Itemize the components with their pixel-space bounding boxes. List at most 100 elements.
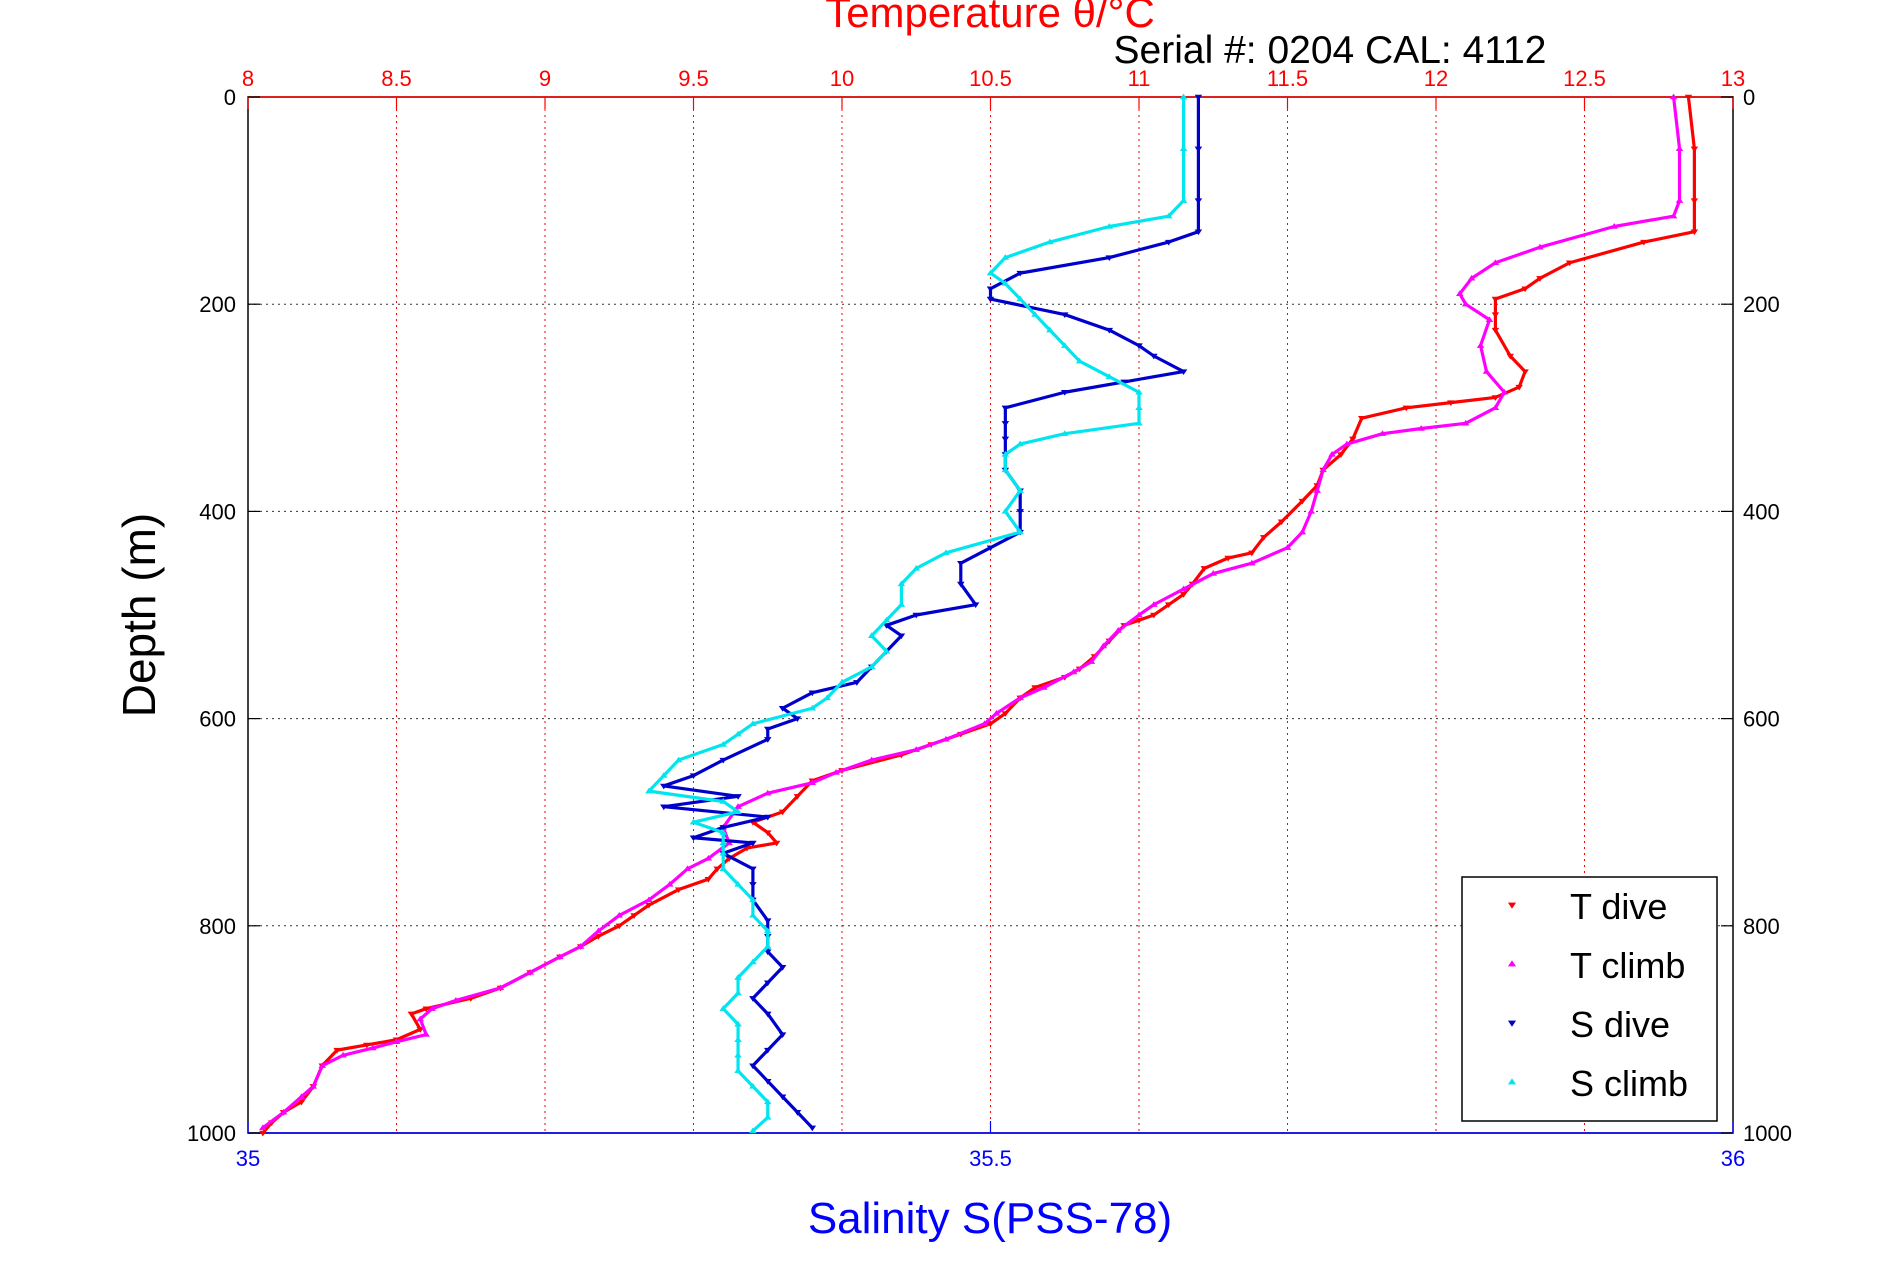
data-point [1402, 405, 1411, 412]
data-point [734, 1067, 742, 1074]
data-point [734, 730, 742, 737]
series-s-climb [645, 93, 1188, 1134]
data-point [683, 865, 692, 872]
data-point [660, 772, 668, 778]
depth-tick-label-left: 1000 [187, 1121, 236, 1146]
data-point [1259, 535, 1268, 541]
data-point [368, 1044, 377, 1051]
legend-marker [1507, 1078, 1517, 1085]
data-point [1194, 146, 1203, 153]
data-point [749, 912, 757, 918]
data-point [645, 787, 653, 794]
data-point [763, 943, 772, 949]
data-point [1467, 274, 1476, 281]
data-point [1105, 255, 1114, 262]
data-point [719, 865, 727, 872]
temperature-tick-label: 11.5 [1267, 66, 1308, 91]
data-point [1491, 395, 1500, 401]
data-point [1224, 555, 1232, 562]
data-point [318, 1062, 327, 1068]
data-point [1491, 404, 1500, 411]
data-point [763, 1011, 772, 1018]
data-point [660, 783, 668, 790]
data-point [1476, 342, 1485, 348]
data-point [1506, 353, 1515, 360]
data-point [1016, 694, 1024, 701]
data-point [1031, 685, 1039, 691]
data-point [1515, 384, 1523, 391]
series-trace [662, 95, 1201, 1130]
data-point [1114, 627, 1122, 633]
depth-tick-label-left: 0 [224, 85, 236, 110]
data-point [763, 1047, 772, 1054]
data-point [1001, 450, 1010, 457]
data-point [689, 818, 698, 825]
data-point [882, 623, 891, 629]
data-point [734, 974, 742, 980]
data-point [363, 1042, 371, 1049]
data-point [1099, 642, 1108, 649]
data-point [674, 756, 683, 763]
data-point [971, 602, 980, 609]
data-point [594, 933, 603, 940]
data-point [778, 809, 787, 816]
legend-marker [1507, 902, 1517, 909]
data-point [496, 984, 505, 991]
data-point [1209, 570, 1218, 576]
data-point [734, 1036, 742, 1042]
data-point [778, 965, 787, 971]
data-point [1016, 295, 1024, 302]
temperature-tick-label: 8 [242, 66, 254, 91]
data-point [763, 814, 772, 821]
data-point [297, 1099, 306, 1106]
data-point [674, 887, 683, 893]
data-point [1001, 436, 1010, 443]
data-point [1500, 388, 1509, 395]
data-point [749, 840, 757, 847]
legend-marker [1507, 1020, 1517, 1027]
data-point [422, 1006, 430, 1013]
data-point [1248, 559, 1256, 566]
data-point [719, 741, 727, 747]
data-point [986, 545, 995, 552]
series-trace [647, 95, 1186, 1133]
data-point [719, 829, 727, 835]
data-point [689, 773, 698, 780]
chart-subtitle: Serial #: 0204 CAL: 4112 [1114, 29, 1547, 72]
temperature-tick-label: 12 [1424, 66, 1448, 91]
data-point [1135, 611, 1143, 618]
data-point [808, 690, 817, 697]
data-point [422, 1031, 430, 1037]
data-point [1016, 487, 1024, 493]
data-point [1378, 430, 1387, 436]
data-point [1164, 212, 1173, 219]
depth-tick-label-right: 800 [1743, 914, 1780, 939]
temperature-tick-label: 11 [1128, 66, 1151, 91]
data-point [1313, 487, 1321, 493]
data-point [1150, 353, 1158, 360]
data-point [416, 1015, 425, 1022]
data-point [897, 633, 906, 640]
data-point [1491, 327, 1500, 334]
data-point [1179, 145, 1188, 152]
data-point [615, 912, 624, 918]
data-point [749, 882, 757, 888]
data-point [734, 794, 742, 800]
data-point [734, 808, 742, 815]
data-point [1417, 425, 1425, 431]
temperature-tick-label: 9 [539, 66, 551, 91]
data-point [763, 1098, 772, 1105]
series-t-climb [259, 93, 1684, 1131]
data-point [778, 1094, 787, 1101]
data-point [1675, 197, 1684, 203]
data-point [1283, 544, 1292, 550]
data-point [793, 1110, 802, 1116]
data-point [734, 1020, 742, 1027]
data-point [957, 560, 965, 567]
data-point [576, 943, 585, 949]
data-point [808, 704, 817, 711]
data-point [339, 1051, 347, 1058]
data-point [259, 1130, 267, 1137]
data-point [719, 839, 727, 846]
data-point [416, 1027, 425, 1033]
